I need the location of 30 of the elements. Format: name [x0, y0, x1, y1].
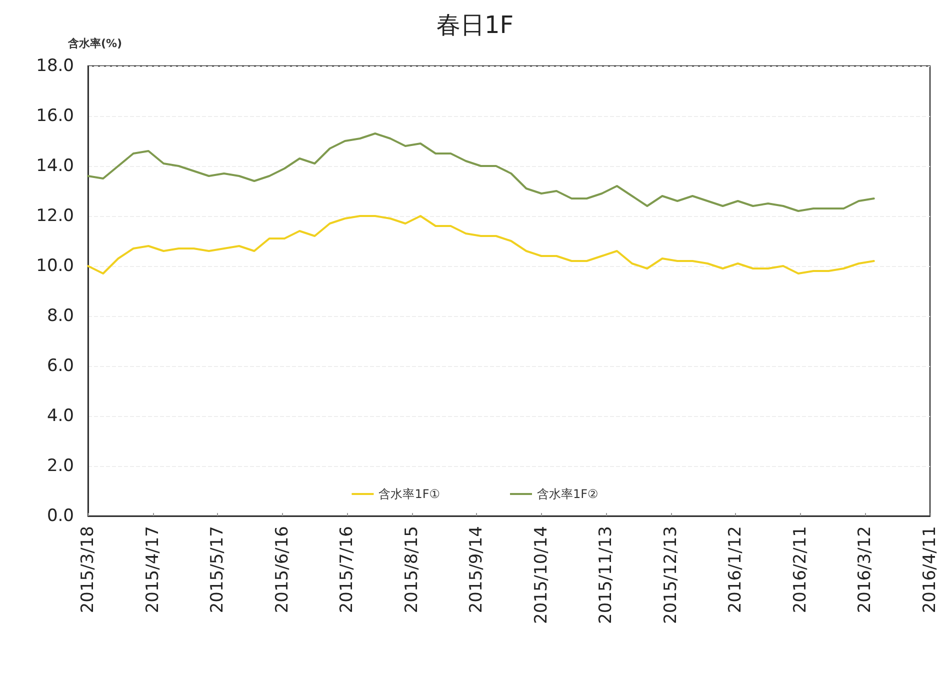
y-tick-label: 10.0 [36, 256, 74, 276]
x-tick-label: 2015/7/16 [337, 526, 358, 614]
y-tick-label: 4.0 [46, 406, 74, 426]
y-tick-label: 18.0 [36, 56, 74, 76]
line-series [87, 132, 875, 212]
y-tick-label: 0.0 [46, 506, 74, 526]
y-tick-label: 2.0 [46, 456, 74, 476]
x-tick-label: 2015/11/13 [596, 526, 616, 624]
x-tick-label: 2015/8/15 [402, 526, 422, 614]
x-tick-label: 2016/3/12 [855, 526, 876, 614]
y-tick-label: 8.0 [46, 306, 74, 326]
x-tick-label: 2015/10/14 [531, 526, 552, 624]
x-tick-label: 2015/6/16 [272, 526, 292, 614]
chart-title: 春日1F [436, 11, 514, 39]
y-tick-label: 6.0 [46, 356, 74, 376]
legend-label: 含水率1F② [537, 487, 598, 501]
x-tick-label: 2015/12/13 [660, 526, 681, 624]
line-series [87, 215, 875, 274]
x-tick-label: 2015/3/18 [78, 526, 98, 614]
y-axis-title: 含水率(%) [67, 37, 122, 50]
x-tick-label: 2015/5/17 [208, 526, 228, 614]
y-tick-label: 12.0 [36, 206, 74, 226]
y-tick-label: 16.0 [36, 106, 74, 126]
x-tick-label: 2016/4/11 [920, 526, 940, 614]
x-tick-label: 2015/9/14 [466, 526, 487, 614]
x-tick-label: 2016/1/12 [726, 526, 746, 614]
x-tick-label: 2015/4/17 [142, 526, 163, 614]
legend-label: 含水率1F① [378, 487, 440, 501]
y-tick-label: 14.0 [36, 156, 74, 176]
x-tick-label: 2016/2/11 [790, 526, 810, 614]
